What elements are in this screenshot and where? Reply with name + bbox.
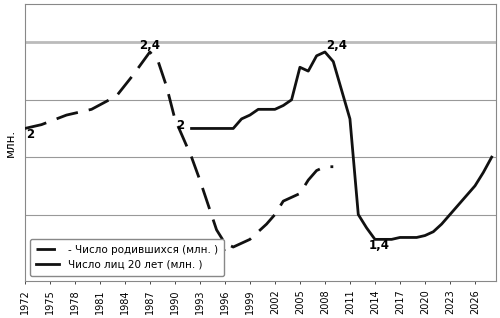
- Text: 2: 2: [176, 119, 184, 132]
- Text: 1,4: 1,4: [368, 239, 390, 252]
- Legend: - Число родившихся (млн. ), Число лиц 20 лет (млн. ): - Число родившихся (млн. ), Число лиц 20…: [30, 238, 224, 276]
- Text: 2,4: 2,4: [326, 39, 347, 52]
- Text: 2: 2: [26, 128, 34, 142]
- Text: 1,4: 1,4: [206, 243, 227, 256]
- Text: 2,4: 2,4: [140, 39, 160, 52]
- Y-axis label: млн.: млн.: [4, 129, 17, 157]
